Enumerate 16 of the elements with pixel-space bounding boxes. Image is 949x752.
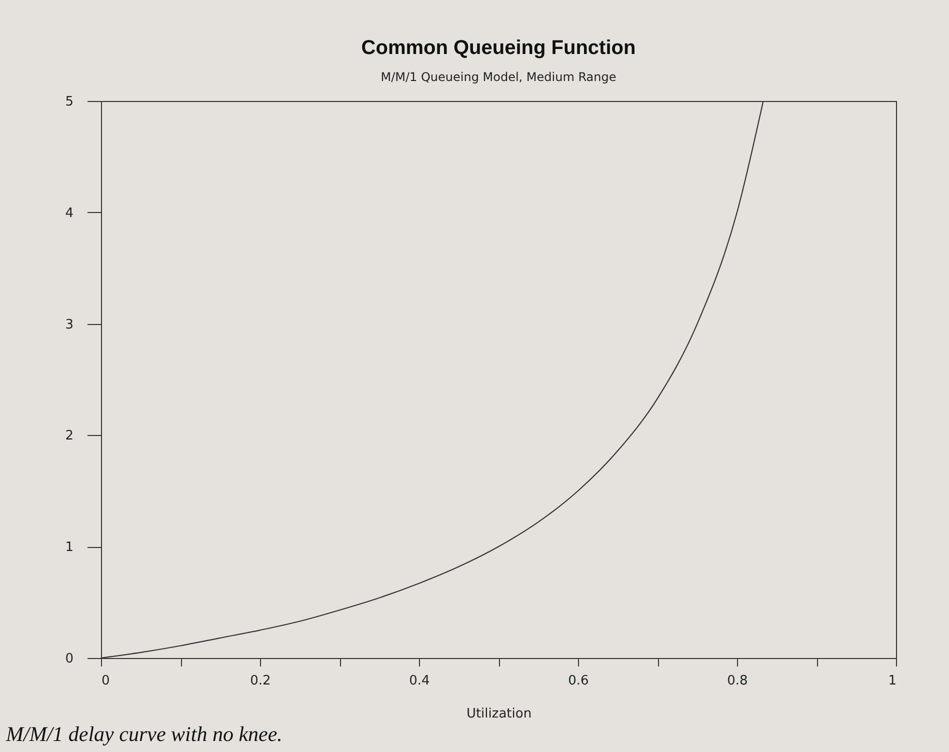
x-tick-label: 1 — [888, 674, 896, 688]
x-tick-label: 0.4 — [409, 674, 430, 688]
y-tick-label: 3 — [65, 317, 74, 332]
x-tick-label: 0.8 — [727, 674, 748, 688]
y-tick-label: 4 — [65, 206, 74, 221]
chart-subtitle: M/M/1 Queueing Model, Medium Range — [380, 70, 616, 84]
y-tick-label: 1 — [65, 540, 74, 556]
y-tick-label: 0 — [65, 652, 74, 666]
chart-title: Common Queueing Function — [361, 37, 636, 59]
x-axis-title: Utilization — [466, 706, 532, 722]
y-tick-label: 5 — [65, 94, 74, 110]
x-tick-label: 0 — [102, 674, 110, 688]
y-tick-label: 2 — [65, 428, 74, 444]
text: M/M/1 delay curve with no knee. — [6, 722, 282, 747]
x-tick-label: 0.6 — [568, 674, 589, 688]
x-tick-label: 0.2 — [250, 674, 271, 688]
